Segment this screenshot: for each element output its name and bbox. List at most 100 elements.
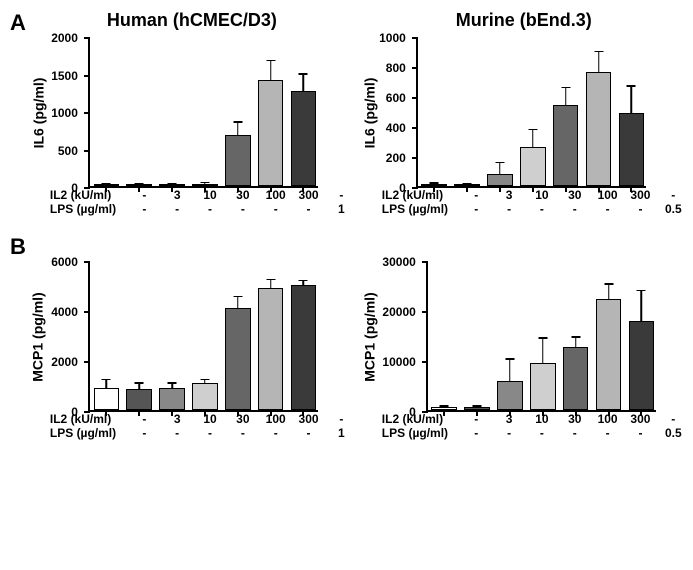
x-tick-label: 10	[194, 412, 227, 426]
y-tick-label: 2000	[51, 31, 78, 45]
bar	[520, 147, 546, 186]
x-tick-label: 10	[525, 188, 558, 202]
chart-A_murine: Murine (bEnd.3) IL6 (pg/ml) 0 200 400 600 800 1…	[358, 10, 690, 216]
plot-area	[416, 38, 646, 188]
x-tick-label: -	[292, 202, 325, 216]
x-tick-label: -	[460, 202, 493, 216]
y-tick-label: 800	[386, 61, 406, 75]
bar	[596, 299, 622, 410]
y-tick-label: 20000	[382, 305, 415, 319]
column-title: Murine (bEnd.3)	[456, 10, 592, 32]
x-row-label: LPS (µg/ml)	[50, 426, 128, 440]
bar	[586, 72, 612, 186]
x-tick-label: 300	[292, 188, 325, 202]
x-row-label: LPS (µg/ml)	[382, 426, 460, 440]
x-tick-label: -	[128, 202, 161, 216]
x-tick-label: 30	[226, 188, 259, 202]
bar	[258, 80, 284, 187]
x-tick-label: -	[525, 202, 558, 216]
x-tick-label: -	[128, 188, 161, 202]
y-tick-label: 30000	[382, 255, 415, 269]
x-tick-label: -	[657, 412, 690, 426]
bar	[553, 105, 579, 186]
x-tick-label: 300	[292, 412, 325, 426]
bar	[94, 388, 120, 411]
x-tick-label: -	[460, 188, 493, 202]
bar	[225, 135, 251, 186]
x-tick-label: -	[194, 426, 227, 440]
y-tick-label: 200	[386, 151, 406, 165]
x-tick-label: -	[624, 202, 657, 216]
y-axis-label: MCP1 (pg/ml)	[362, 292, 378, 381]
x-tick-label: -	[493, 426, 526, 440]
plot-area	[88, 262, 318, 412]
x-tick-label: -	[128, 412, 161, 426]
x-tick-label: 1	[325, 202, 358, 216]
x-tick-label: 3	[161, 412, 194, 426]
x-tick-label: -	[292, 426, 325, 440]
y-tick-label: 1000	[379, 31, 406, 45]
x-tick-label: 100	[591, 188, 624, 202]
y-axis-label: IL6 (pg/ml)	[362, 78, 378, 149]
x-tick-label: -	[657, 188, 690, 202]
x-tick-label: 30	[226, 412, 259, 426]
x-tick-label: -	[493, 202, 526, 216]
x-row-label: LPS (µg/ml)	[50, 202, 128, 216]
x-tick-label: -	[226, 202, 259, 216]
x-tick-label: -	[325, 188, 358, 202]
y-tick-label: 0	[71, 181, 78, 195]
x-tick-label: 0.5	[657, 202, 690, 216]
plot-area	[88, 38, 318, 188]
x-tick-label: 0.5	[657, 426, 690, 440]
y-tick-label: 400	[386, 121, 406, 135]
y-axis-label: MCP1 (pg/ml)	[30, 292, 46, 381]
panel-label: B	[10, 234, 26, 440]
panel-row-B: BMCP1 (pg/ml)0200040006000IL2 (kU/ml)-31…	[10, 234, 683, 440]
column-title: Human (hCMEC/D3)	[107, 10, 277, 32]
x-tick-label: 100	[259, 412, 292, 426]
bar	[530, 363, 556, 411]
panel-label: A	[10, 10, 26, 216]
x-tick-label: 10	[194, 188, 227, 202]
bar	[225, 308, 251, 411]
x-tick-label: -	[161, 426, 194, 440]
x-row-label: IL2 (kU/ml)	[382, 188, 460, 202]
x-tick-label: -	[325, 412, 358, 426]
y-tick-label: 10000	[382, 355, 415, 369]
bar	[291, 285, 317, 410]
x-row-label: IL2 (kU/ml)	[50, 188, 128, 202]
x-tick-label: -	[591, 202, 624, 216]
x-tick-label: -	[128, 426, 161, 440]
x-tick-label: -	[460, 426, 493, 440]
x-tick-label: 30	[558, 188, 591, 202]
chart-A_human: Human (hCMEC/D3)IL6 (pg/ml)0500100015002…	[26, 10, 358, 216]
x-tick-label: 1	[325, 426, 358, 440]
y-tick-label: 600	[386, 91, 406, 105]
bar	[619, 113, 645, 187]
x-row-label: IL2 (kU/ml)	[382, 412, 460, 426]
chart-B_murine: MCP1 (pg/ml)0100002000030000IL2 (kU/ml)-…	[358, 234, 690, 440]
y-axis-label: IL6 (pg/ml)	[30, 78, 46, 149]
x-tick-label: 300	[624, 188, 657, 202]
x-tick-label: 3	[161, 188, 194, 202]
bar	[258, 288, 284, 411]
bar	[159, 388, 185, 410]
x-tick-label: -	[259, 426, 292, 440]
x-row-label: LPS (µg/ml)	[382, 202, 460, 216]
bar	[126, 389, 152, 410]
bar	[563, 347, 589, 411]
bar	[629, 321, 655, 410]
x-tick-label: -	[558, 202, 591, 216]
y-tick-label: 2000	[51, 355, 78, 369]
x-tick-label: 3	[493, 188, 526, 202]
y-tick-label: 0	[409, 405, 416, 419]
x-tick-label: -	[525, 426, 558, 440]
x-tick-label: -	[624, 426, 657, 440]
y-tick-label: 0	[399, 181, 406, 195]
y-tick-label: 0	[71, 405, 78, 419]
x-tick-label: -	[161, 202, 194, 216]
y-tick-label: 500	[58, 144, 78, 158]
y-tick-label: 1000	[51, 106, 78, 120]
bar	[192, 383, 218, 411]
x-tick-label: -	[259, 202, 292, 216]
